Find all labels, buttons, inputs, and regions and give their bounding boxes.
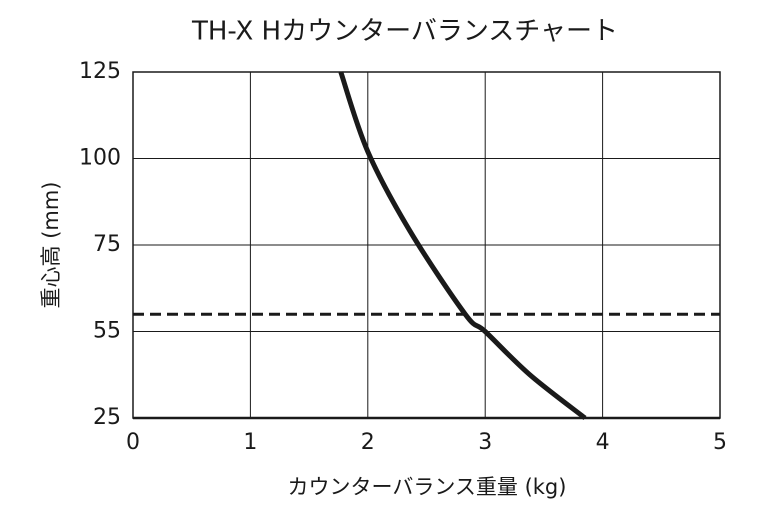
curve <box>338 71 587 420</box>
y-tick-label: 75 <box>93 232 121 257</box>
x-tick-label: 5 <box>713 430 727 455</box>
x-tick-label: 4 <box>596 430 610 455</box>
y-tick-label: 55 <box>93 319 121 344</box>
x-tick-label: 2 <box>361 430 375 455</box>
x-tick-label: 3 <box>478 430 492 455</box>
chart-title: TH-X Hカウンターバランスチャート <box>191 17 618 47</box>
y-axis-label: 重心高 (mm) <box>39 182 63 309</box>
y-tick-label: 100 <box>79 146 121 171</box>
y-tick-label: 125 <box>79 59 121 84</box>
y-tick-label: 25 <box>93 405 121 430</box>
x-axis-label: カウンターバランス重量 (kg) <box>288 475 567 499</box>
x-tick-label: 1 <box>243 430 257 455</box>
x-tick-label: 0 <box>126 430 140 455</box>
